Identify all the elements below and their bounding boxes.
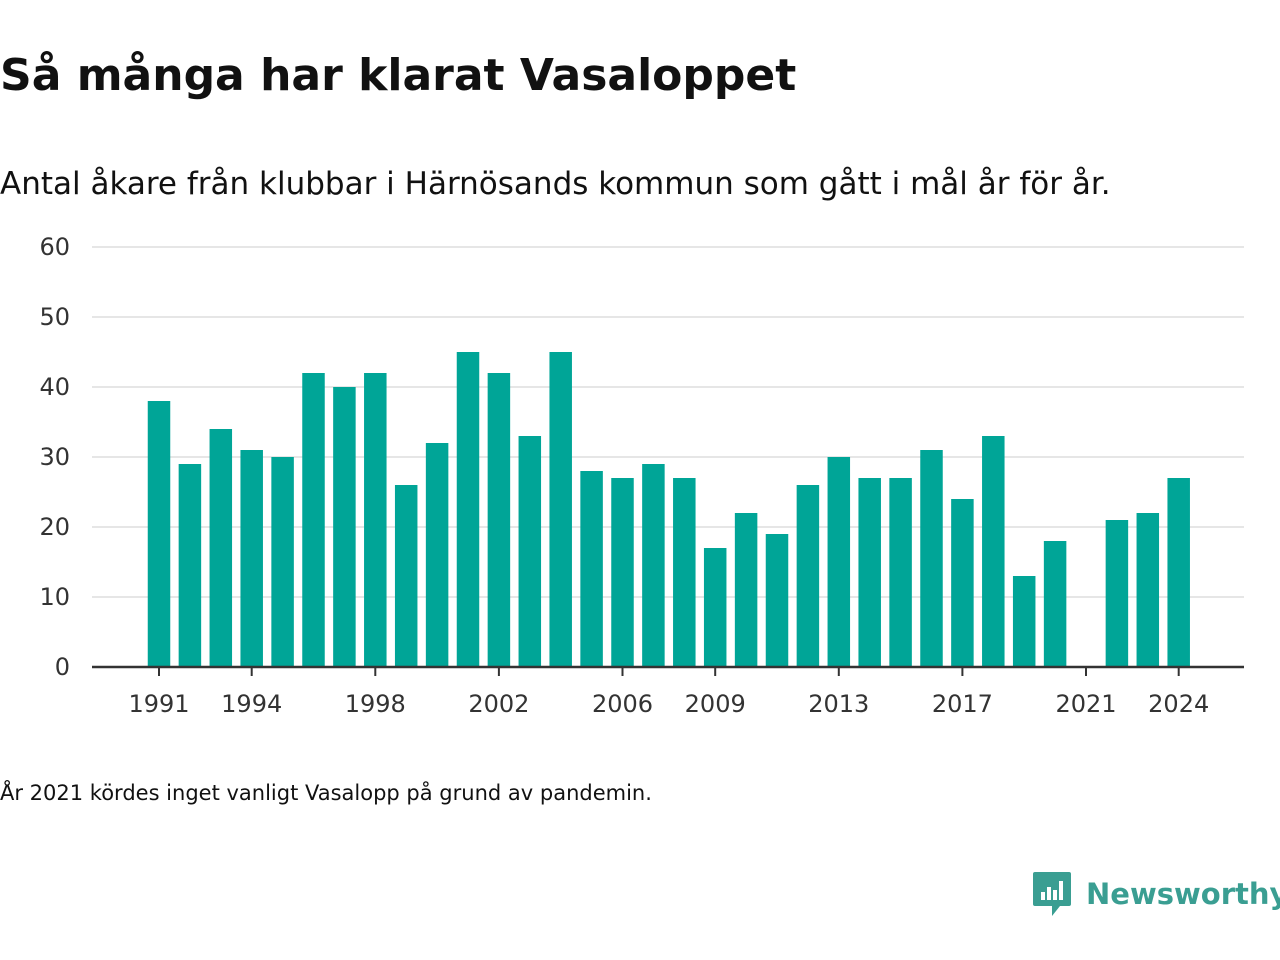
bar-2008 bbox=[673, 478, 696, 667]
bar-1998 bbox=[364, 373, 387, 667]
x-tick-label: 2006 bbox=[592, 690, 653, 718]
bar-1992 bbox=[178, 464, 202, 667]
y-tick-label: 50 bbox=[39, 303, 70, 331]
bar-2011 bbox=[765, 534, 789, 667]
brand-logo: Newsworthy bbox=[1032, 870, 1280, 918]
y-tick-label: 10 bbox=[39, 583, 70, 611]
x-tick-label: 1998 bbox=[345, 690, 406, 718]
bar-2006 bbox=[611, 478, 634, 667]
bar-2004 bbox=[549, 352, 572, 667]
bar-2015 bbox=[889, 478, 912, 667]
bar-2003 bbox=[518, 436, 542, 667]
bar-2013 bbox=[827, 457, 851, 667]
bar-2014 bbox=[858, 478, 881, 667]
bar-1995 bbox=[271, 457, 294, 667]
bar-1991 bbox=[147, 401, 171, 667]
bar-2024 bbox=[1167, 478, 1190, 667]
chart-title: Så många har klarat Vasaloppet bbox=[0, 50, 797, 101]
bar-1999 bbox=[394, 485, 418, 667]
bar-2010 bbox=[734, 513, 758, 667]
bar-2002 bbox=[487, 373, 511, 667]
bar-2016 bbox=[920, 450, 943, 667]
bar-2001 bbox=[456, 352, 480, 667]
x-tick-label: 2009 bbox=[685, 690, 746, 718]
x-tick-label: 2013 bbox=[808, 690, 869, 718]
bar-2023 bbox=[1136, 513, 1160, 667]
x-tick-label: 2024 bbox=[1148, 690, 1209, 718]
x-tick-label: 2002 bbox=[468, 690, 529, 718]
bar-chart: 0 10 20 30 40 50 60 1991 1994 1998 2002 2006 2009 201… bbox=[39, 233, 1244, 718]
x-tick-label: 2021 bbox=[1055, 690, 1116, 718]
newsworthy-logo-icon bbox=[1033, 872, 1071, 916]
brand-name: Newsworthy bbox=[1086, 877, 1280, 911]
bar-2018 bbox=[982, 436, 1005, 667]
bar-2020 bbox=[1043, 541, 1067, 667]
x-tick-label: 2017 bbox=[932, 690, 993, 718]
x-tick-label: 1991 bbox=[128, 690, 189, 718]
bar-2000 bbox=[425, 443, 449, 667]
chart-subtitle: Antal åkare från klubbar i Härnösands ko… bbox=[0, 166, 1111, 202]
y-tick-label: 0 bbox=[55, 653, 70, 681]
y-tick-label: 60 bbox=[39, 233, 70, 261]
y-tick-label: 30 bbox=[39, 443, 70, 471]
bar-1996 bbox=[302, 373, 325, 667]
bar-2019 bbox=[1012, 576, 1036, 667]
x-tick-label: 1994 bbox=[221, 690, 282, 718]
y-tick-label: 40 bbox=[39, 373, 70, 401]
bar-2007 bbox=[642, 464, 665, 667]
bar-2022 bbox=[1105, 520, 1129, 667]
bar-1994 bbox=[240, 450, 263, 667]
bar-2005 bbox=[580, 471, 603, 667]
y-tick-label: 20 bbox=[39, 513, 70, 541]
footnote: År 2021 kördes inget vanligt Vasalopp på… bbox=[0, 781, 652, 805]
bar-2017 bbox=[951, 499, 974, 667]
bar-1997 bbox=[333, 387, 356, 667]
bar-2012 bbox=[796, 485, 820, 667]
bar-1993 bbox=[209, 429, 233, 667]
bar-2009 bbox=[703, 548, 727, 667]
